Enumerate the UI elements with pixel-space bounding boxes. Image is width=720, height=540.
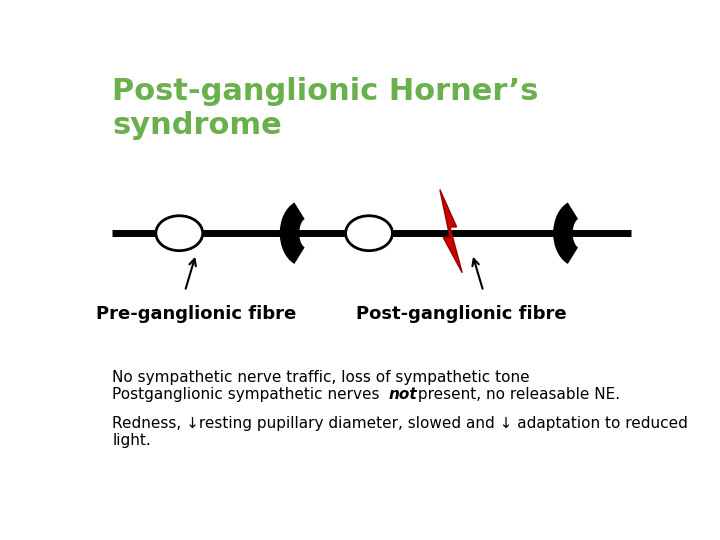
Text: No sympathetic nerve traffic, loss of sympathetic tone: No sympathetic nerve traffic, loss of sy… — [112, 370, 530, 386]
Text: Pre-ganglionic fibre: Pre-ganglionic fibre — [96, 305, 296, 323]
Circle shape — [156, 216, 203, 251]
Text: not: not — [388, 387, 417, 402]
Text: Redness, ↓resting pupillary diameter, slowed and ↓ adaptation to reduced: Redness, ↓resting pupillary diameter, sl… — [112, 416, 688, 431]
Polygon shape — [440, 190, 462, 273]
Text: Postganglionic sympathetic nerves: Postganglionic sympathetic nerves — [112, 387, 384, 402]
Text: Post-ganglionic fibre: Post-ganglionic fibre — [356, 305, 567, 323]
Text: light.: light. — [112, 433, 151, 448]
Circle shape — [346, 216, 392, 251]
Text: present, no releasable NE.: present, no releasable NE. — [413, 387, 620, 402]
Text: Post-ganglionic Horner’s
syndrome: Post-ganglionic Horner’s syndrome — [112, 77, 539, 140]
